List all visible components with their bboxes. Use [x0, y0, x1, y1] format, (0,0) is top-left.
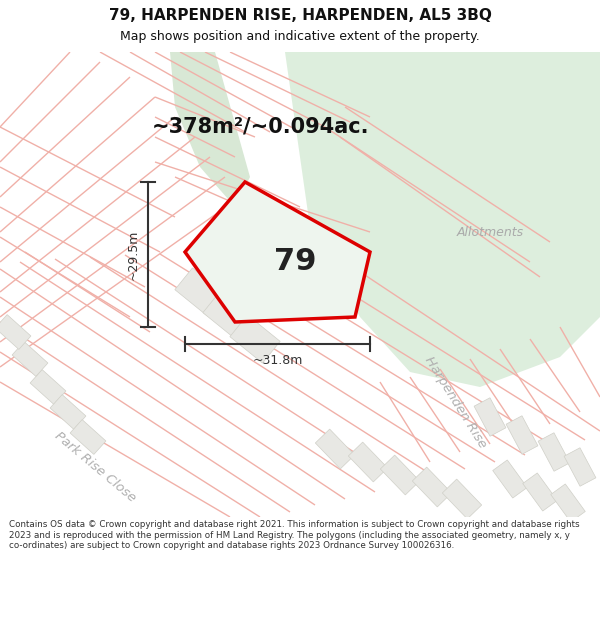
Polygon shape [349, 442, 388, 482]
Polygon shape [205, 241, 255, 289]
Polygon shape [175, 268, 225, 316]
Text: Harpenden Rise: Harpenden Rise [422, 354, 488, 450]
Polygon shape [564, 448, 596, 486]
Text: Park Rise Close: Park Rise Close [52, 429, 138, 504]
Polygon shape [474, 398, 506, 436]
Polygon shape [493, 460, 527, 498]
Polygon shape [50, 394, 86, 429]
Polygon shape [506, 416, 538, 454]
Text: 79: 79 [274, 248, 316, 276]
Polygon shape [551, 484, 585, 522]
Polygon shape [0, 314, 31, 349]
Polygon shape [316, 429, 355, 469]
Polygon shape [230, 215, 280, 263]
Polygon shape [30, 369, 66, 404]
Text: ~378m²/~0.094ac.: ~378m²/~0.094ac. [151, 117, 369, 137]
Polygon shape [442, 479, 482, 519]
Polygon shape [185, 182, 370, 322]
Polygon shape [523, 473, 557, 511]
Text: Contains OS data © Crown copyright and database right 2021. This information is : Contains OS data © Crown copyright and d… [9, 520, 580, 550]
Text: 79, HARPENDEN RISE, HARPENDEN, AL5 3BQ: 79, HARPENDEN RISE, HARPENDEN, AL5 3BQ [109, 8, 491, 22]
Polygon shape [380, 455, 419, 495]
Polygon shape [230, 315, 280, 363]
Text: Map shows position and indicative extent of the property.: Map shows position and indicative extent… [120, 29, 480, 42]
Polygon shape [285, 52, 600, 387]
Polygon shape [12, 342, 48, 376]
Polygon shape [203, 291, 253, 339]
Polygon shape [70, 419, 106, 454]
Polygon shape [538, 432, 570, 471]
Polygon shape [170, 52, 250, 207]
Text: Allotments: Allotments [457, 226, 524, 239]
Text: ~29.5m: ~29.5m [127, 229, 139, 280]
Polygon shape [412, 467, 452, 507]
Text: ~31.8m: ~31.8m [253, 354, 302, 366]
Polygon shape [257, 238, 307, 286]
